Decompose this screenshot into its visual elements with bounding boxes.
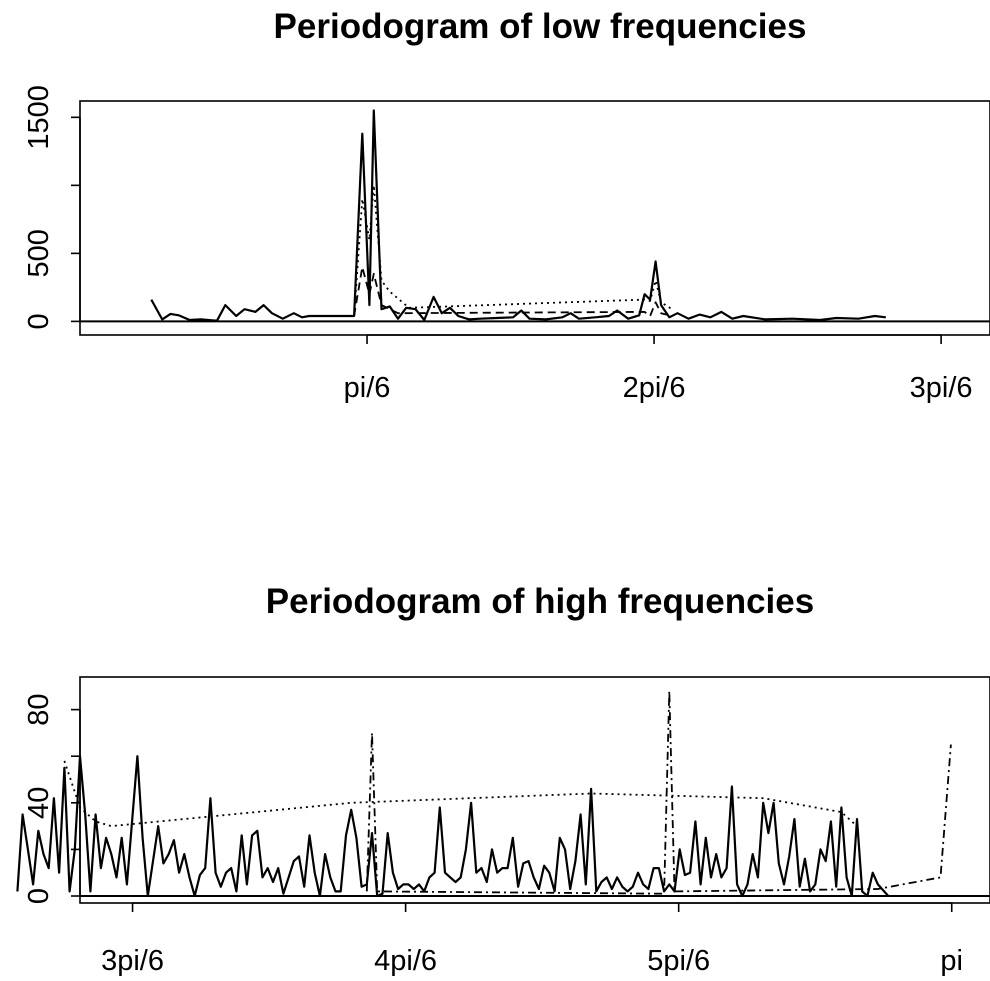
y-tick-label: 0 — [23, 313, 55, 329]
high-frequency-panel: Periodogram of high frequencies 3pi/6 4pi… — [16, 582, 990, 977]
y-tick-label: 80 — [23, 693, 55, 725]
series-line-solid — [150, 109, 886, 322]
y-tick-label: 40 — [23, 787, 55, 819]
y-tick-label: 500 — [23, 229, 55, 277]
x-tick-label: 3pi/6 — [101, 945, 164, 977]
x-tick-label: pi/6 — [344, 372, 391, 404]
series-line-dotted — [353, 184, 673, 317]
y-tick-label: 0 — [23, 888, 55, 904]
x-tick-label: 5pi/6 — [647, 945, 710, 977]
series-line-dashdot — [365, 690, 952, 895]
series-line-solid — [16, 755, 890, 898]
x-tick-label: pi — [940, 945, 963, 977]
series-lines — [80, 109, 990, 323]
x-tick-label: 3pi/6 — [910, 372, 973, 404]
y-axis: 0 40 80 — [23, 693, 81, 904]
series-lines — [16, 690, 990, 898]
y-tick-label: 1500 — [23, 85, 55, 150]
plot-frame — [79, 100, 990, 336]
x-tick-label: 2pi/6 — [623, 372, 686, 404]
x-axis: pi/6 2pi/6 3pi/6 — [344, 334, 973, 404]
series-line-dotted — [63, 760, 858, 827]
x-axis: 3pi/6 4pi/6 5pi/6 pi — [101, 902, 963, 977]
chart-title: Periodogram of low frequencies — [274, 7, 807, 46]
chart-title: Periodogram of high frequencies — [266, 582, 814, 621]
y-axis: 0 500 1500 — [23, 85, 81, 329]
x-tick-label: 4pi/6 — [374, 945, 437, 977]
series-line-dashed — [353, 266, 673, 317]
low-frequency-panel: Periodogram of low frequencies pi/6 2pi/6… — [23, 7, 990, 404]
